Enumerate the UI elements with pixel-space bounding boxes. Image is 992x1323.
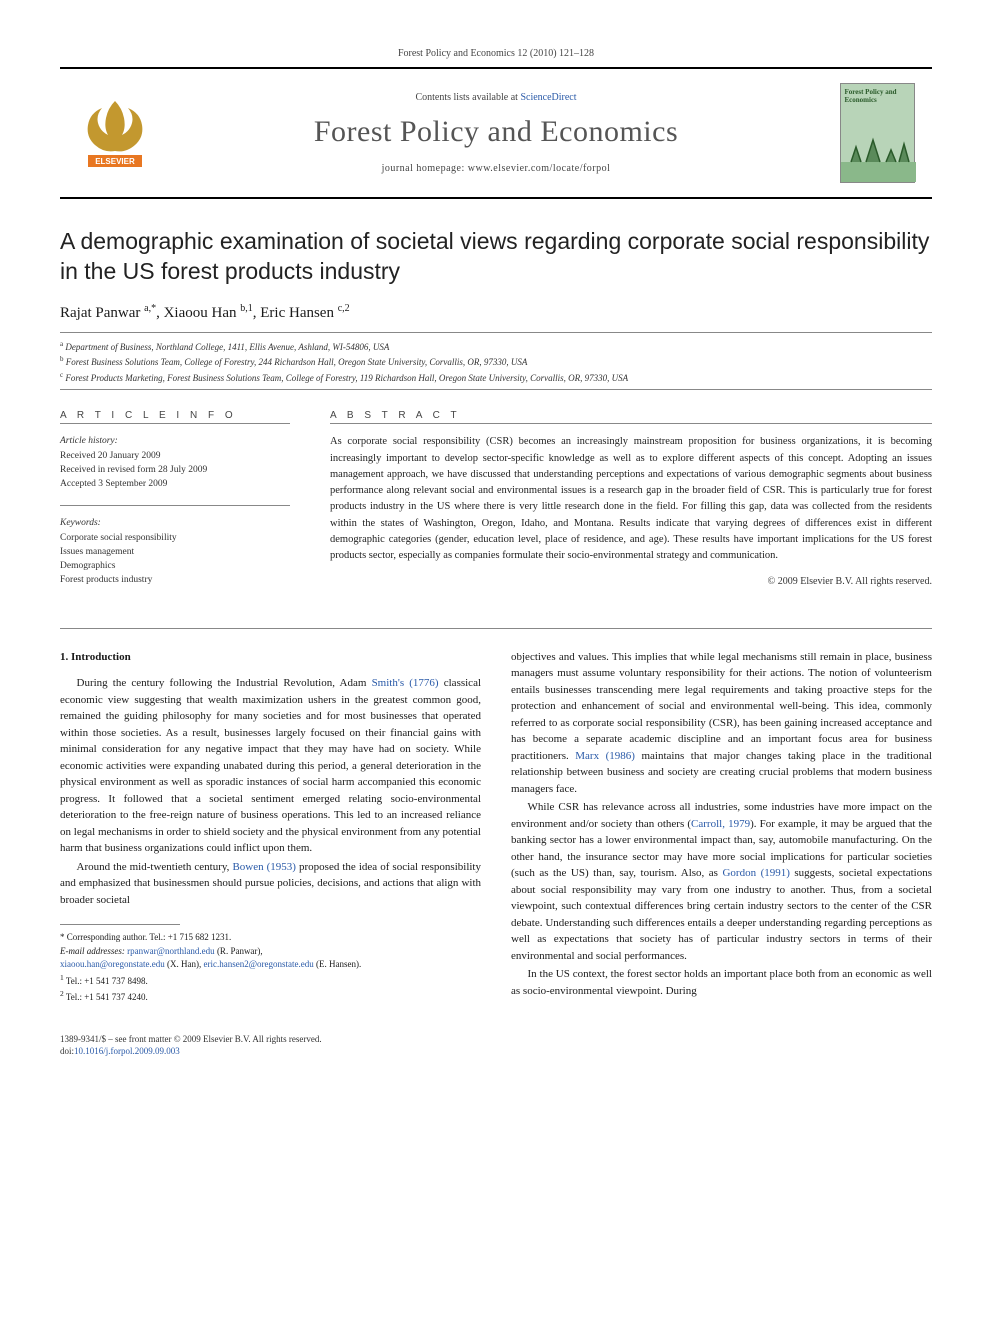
abstract-rule — [330, 423, 932, 424]
history-label: Article history: — [60, 434, 290, 448]
para-1: During the century following the Industr… — [60, 675, 481, 857]
doi-label: doi: — [60, 1046, 74, 1056]
email-2[interactable]: xiaoou.han@oregonstate.edu — [60, 959, 165, 969]
article-info-heading: A R T I C L E I N F O — [60, 410, 290, 421]
footnotes: * Corresponding author. Tel.: +1 715 682… — [60, 931, 481, 1005]
journal-name: Forest Policy and Economics — [160, 115, 832, 149]
author-2: Xiaoou Han — [164, 305, 237, 321]
abstract-copyright: © 2009 Elsevier B.V. All rights reserved… — [330, 576, 932, 587]
tel-2-text: Tel.: +1 541 737 4240. — [66, 992, 148, 1002]
publisher-logo-slot: ELSEVIER — [70, 93, 160, 173]
masthead: ELSEVIER Contents lists available at Sci… — [60, 73, 932, 193]
rule-masthead-bottom — [60, 197, 932, 199]
affil-b-text: Forest Business Solutions Team, College … — [66, 357, 528, 367]
masthead-center: Contents lists available at ScienceDirec… — [160, 92, 832, 174]
tel-1-text: Tel.: +1 541 737 8498. — [66, 976, 148, 986]
history-received: Received 20 January 2009 — [60, 449, 290, 463]
email-addresses: E-mail addresses: rpanwar@northland.edu … — [60, 945, 481, 972]
history-revised: Received in revised form 28 July 2009 — [60, 463, 290, 477]
issn-line: 1389-9341/$ – see front matter © 2009 El… — [60, 1033, 932, 1046]
para-3: While CSR has relevance across all indus… — [511, 799, 932, 964]
keyword-4: Forest products industry — [60, 573, 290, 587]
info-abstract-row: A R T I C L E I N F O Article history: R… — [60, 410, 932, 601]
tel-1: 1 Tel.: +1 541 737 8498. — [60, 972, 481, 989]
email-2-who: (X. Han), — [167, 959, 201, 969]
citation-ref[interactable]: Carroll, 1979 — [691, 818, 750, 830]
article-history: Article history: Received 20 January 200… — [60, 434, 290, 491]
tel-1-mark: 1 — [60, 973, 64, 982]
affil-rule-bottom — [60, 389, 932, 390]
info-rule — [60, 423, 290, 424]
citation-ref[interactable]: Gordon (1991) — [722, 867, 789, 879]
page-footer: 1389-9341/$ – see front matter © 2009 El… — [60, 1033, 932, 1058]
abstract-heading: A B S T R A C T — [330, 410, 932, 421]
elsevier-logo-icon: ELSEVIER — [80, 93, 150, 173]
corresponding-author: * Corresponding author. Tel.: +1 715 682… — [60, 931, 481, 945]
affiliation-a: a Department of Business, Northland Coll… — [60, 339, 932, 355]
article-title: A demographic examination of societal vi… — [60, 227, 932, 287]
keyword-1: Corporate social responsibility — [60, 531, 290, 545]
tel-2: 2 Tel.: +1 541 737 4240. — [60, 988, 481, 1005]
affil-rule — [60, 332, 932, 333]
para-4: In the US context, the forest sector hol… — [511, 966, 932, 999]
keyword-3: Demographics — [60, 559, 290, 573]
running-head: Forest Policy and Economics 12 (2010) 12… — [60, 48, 932, 59]
doi-link[interactable]: 10.1016/j.forpol.2009.09.003 — [74, 1046, 180, 1056]
citation-ref[interactable]: Marx (1986) — [575, 750, 635, 762]
affil-c-mark: c — [60, 371, 63, 379]
affil-c-text: Forest Products Marketing, Forest Busine… — [65, 373, 628, 383]
abstract-column: A B S T R A C T As corporate social resp… — [330, 410, 932, 601]
journal-cover-icon: Forest Policy and Economics — [840, 83, 915, 183]
article-info-column: A R T I C L E I N F O Article history: R… — [60, 410, 290, 601]
email-3-who: (E. Hansen). — [316, 959, 361, 969]
para-2b: objectives and values. This implies that… — [511, 649, 932, 798]
section-1-heading: 1. Introduction — [60, 649, 481, 666]
sciencedirect-link[interactable]: ScienceDirect — [520, 92, 576, 103]
para-2: Around the mid-twentieth century, Bowen … — [60, 859, 481, 909]
abstract-text: As corporate social responsibility (CSR)… — [330, 434, 932, 564]
author-1-marks: a,* — [144, 303, 156, 314]
email-1-who: (R. Panwar), — [217, 946, 263, 956]
keyword-2: Issues management — [60, 545, 290, 559]
body-rule — [60, 628, 932, 629]
author-list: Rajat Panwar a,*, Xiaoou Han b,1, Eric H… — [60, 303, 932, 322]
affil-a-text: Department of Business, Northland Colleg… — [65, 342, 389, 352]
affiliation-c: c Forest Products Marketing, Forest Busi… — [60, 370, 932, 386]
journal-homepage: journal homepage: www.elsevier.com/locat… — [160, 163, 832, 174]
affil-a-mark: a — [60, 340, 63, 348]
author-3: Eric Hansen — [260, 305, 334, 321]
page: Forest Policy and Economics 12 (2010) 12… — [0, 0, 992, 1098]
citation-ref[interactable]: Bowen (1953) — [232, 861, 296, 873]
contents-pre: Contents lists available at — [415, 92, 520, 103]
author-3-marks: c,2 — [338, 303, 350, 314]
journal-cover-title: Forest Policy and Economics — [841, 84, 914, 108]
body-columns: 1. Introduction During the century follo… — [60, 649, 932, 1005]
email-label: E-mail addresses: — [60, 946, 125, 956]
keywords-label: Keywords: — [60, 516, 290, 530]
history-accepted: Accepted 3 September 2009 — [60, 477, 290, 491]
author-1: Rajat Panwar — [60, 305, 140, 321]
affiliation-b: b Forest Business Solutions Team, Colleg… — [60, 354, 932, 370]
rule-top — [60, 67, 932, 69]
svg-text:ELSEVIER: ELSEVIER — [95, 157, 135, 166]
journal-cover-slot: Forest Policy and Economics — [832, 83, 922, 183]
citation-ref[interactable]: Smith's (1776) — [372, 677, 439, 689]
tel-2-mark: 2 — [60, 989, 64, 998]
contents-available-line: Contents lists available at ScienceDirec… — [160, 92, 832, 103]
keywords-block: Keywords: Corporate social responsibilit… — [60, 516, 290, 587]
email-3[interactable]: eric.hansen2@oregonstate.edu — [204, 959, 314, 969]
keywords-rule — [60, 505, 290, 506]
affil-b-mark: b — [60, 355, 64, 363]
doi-line: doi:10.1016/j.forpol.2009.09.003 — [60, 1045, 932, 1058]
footnote-rule — [60, 924, 180, 925]
author-2-marks: b,1 — [240, 303, 253, 314]
email-1[interactable]: rpanwar@northland.edu — [127, 946, 215, 956]
